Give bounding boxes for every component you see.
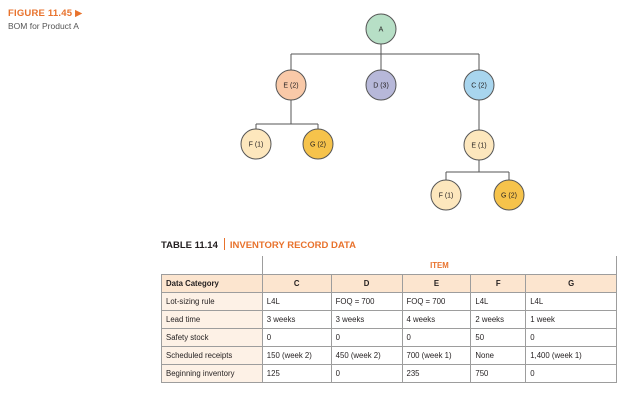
column-header-e: E bbox=[401, 274, 472, 293]
column-header-row: Data Category C D E F G bbox=[161, 274, 617, 293]
figure-number: FIGURE 11.45 ▶ bbox=[8, 8, 83, 19]
svg-text:C (2): C (2) bbox=[471, 83, 487, 90]
bom-node-g2-right: G (2) bbox=[493, 179, 525, 211]
table-cell: 0 bbox=[401, 328, 472, 347]
table-cell: 700 (week 1) bbox=[401, 346, 472, 365]
category-header: Data Category bbox=[161, 274, 263, 293]
table-cell: 1 week bbox=[525, 310, 617, 329]
table-cell: FOQ = 700 bbox=[330, 292, 403, 311]
svg-text:G (2): G (2) bbox=[310, 142, 326, 149]
table-cell: FOQ = 700 bbox=[401, 292, 472, 311]
table-cell: 450 (week 2) bbox=[330, 346, 403, 365]
bom-node-e1: E (1) bbox=[463, 129, 495, 161]
table-cell: 125 bbox=[261, 364, 332, 383]
table-cell: 235 bbox=[401, 364, 472, 383]
bom-node-e2: E (2) bbox=[275, 69, 307, 101]
svg-text:G (2): G (2) bbox=[501, 193, 517, 200]
table-cell: 0 bbox=[330, 364, 403, 383]
svg-text:E (2): E (2) bbox=[283, 83, 298, 90]
row-label: Lead time bbox=[161, 310, 263, 329]
bom-tree-diagram: A E (2) D (3) C (2) F (1) G (2) E (1) F … bbox=[240, 13, 525, 211]
column-header-g: G bbox=[525, 274, 617, 293]
table-cell: 4 weeks bbox=[401, 310, 472, 329]
row-label: Scheduled receipts bbox=[161, 346, 263, 365]
row-label: Safety stock bbox=[161, 328, 263, 347]
inventory-record-table: ITEM Data Category C D E F G Lot-sizing … bbox=[161, 256, 618, 383]
item-header-row: ITEM bbox=[161, 256, 618, 275]
table-cell: None bbox=[470, 346, 527, 365]
figure-caption: BOM for Product A bbox=[8, 21, 79, 31]
table-cell: L4L bbox=[470, 292, 527, 311]
table-row: Lot-sizing rule L4L FOQ = 700 FOQ = 700 … bbox=[161, 292, 617, 311]
table-cell: 150 (week 2) bbox=[261, 346, 332, 365]
item-header: ITEM bbox=[261, 256, 618, 275]
table-cell: 0 bbox=[525, 328, 617, 347]
table-cell: 3 weeks bbox=[330, 310, 403, 329]
table-cell: 0 bbox=[525, 364, 617, 383]
table-cell: L4L bbox=[261, 292, 332, 311]
svg-text:E (1): E (1) bbox=[471, 143, 486, 150]
table-cell: 0 bbox=[261, 328, 332, 347]
row-label: Beginning inventory bbox=[161, 364, 263, 383]
title-divider bbox=[223, 238, 225, 250]
table-row: Lead time 3 weeks 3 weeks 4 weeks 2 week… bbox=[161, 310, 617, 329]
column-header-c: C bbox=[261, 274, 332, 293]
bom-node-a: A bbox=[365, 13, 397, 45]
table-cell: 1,400 (week 1) bbox=[525, 346, 617, 365]
table-title: INVENTORY RECORD DATA bbox=[229, 240, 357, 251]
table-cell: L4L bbox=[525, 292, 617, 311]
column-header-f: F bbox=[470, 274, 527, 293]
svg-text:F (1): F (1) bbox=[249, 142, 264, 149]
row-label: Lot-sizing rule bbox=[161, 292, 263, 311]
table-row: Beginning inventory 125 0 235 750 0 bbox=[161, 364, 617, 383]
bom-node-f1-left: F (1) bbox=[240, 128, 272, 160]
blank-header-cell bbox=[161, 256, 263, 275]
table-cell: 750 bbox=[470, 364, 527, 383]
table-cell: 2 weeks bbox=[470, 310, 527, 329]
table-number: TABLE 11.14 bbox=[161, 240, 218, 251]
bom-node-g2-left: G (2) bbox=[302, 128, 334, 160]
bom-node-f1-right: F (1) bbox=[430, 179, 462, 211]
table-row: Scheduled receipts 150 (week 2) 450 (wee… bbox=[161, 346, 617, 365]
bom-node-c2: C (2) bbox=[463, 69, 495, 101]
bom-node-d3: D (3) bbox=[365, 69, 397, 101]
table-cell: 50 bbox=[470, 328, 527, 347]
svg-text:A: A bbox=[379, 27, 384, 34]
svg-text:F (1): F (1) bbox=[439, 193, 454, 200]
bom-connectors bbox=[255, 44, 510, 180]
column-header-d: D bbox=[330, 274, 403, 293]
svg-text:D (3): D (3) bbox=[373, 83, 389, 90]
table-heading: TABLE 11.14 INVENTORY RECORD DATA bbox=[161, 238, 356, 251]
table-cell: 3 weeks bbox=[261, 310, 332, 329]
table-cell: 0 bbox=[330, 328, 403, 347]
table-row: Safety stock 0 0 0 50 0 bbox=[161, 328, 617, 347]
